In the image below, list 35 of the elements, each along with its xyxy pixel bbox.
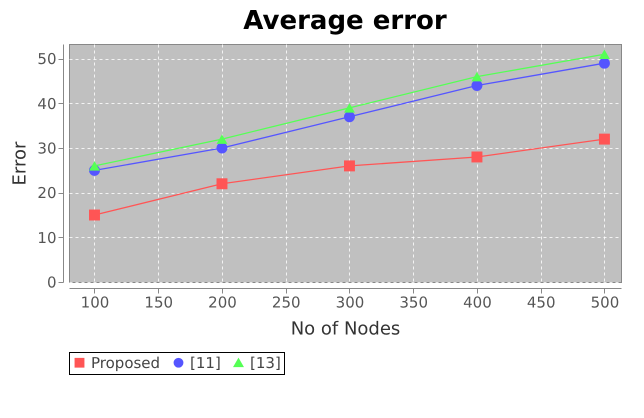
point <box>471 80 482 91</box>
y-tick-label: 40 <box>37 94 56 113</box>
x-tick-label: 400 <box>463 294 492 312</box>
legend-label: [13] <box>250 354 281 372</box>
point <box>216 134 228 144</box>
x-tick-label: 200 <box>208 294 237 312</box>
x-tick-label: 500 <box>590 294 620 312</box>
x-tick-label: 450 <box>526 294 556 312</box>
x-tick-label: 350 <box>399 294 428 312</box>
x-tick-label: 100 <box>80 294 110 312</box>
y-tick-label: 0 <box>46 274 56 292</box>
x-tick-label: 300 <box>336 294 364 312</box>
point <box>89 161 100 171</box>
point <box>216 142 228 154</box>
point <box>598 58 610 69</box>
point <box>598 134 610 145</box>
point <box>344 111 355 122</box>
legend-label: Proposed <box>91 354 160 372</box>
legend-label: [11] <box>190 354 221 372</box>
chart-title: Average error <box>243 6 447 36</box>
point <box>344 103 355 113</box>
point <box>216 178 228 190</box>
y-tick-label: 30 <box>37 140 56 158</box>
point <box>598 50 610 60</box>
point <box>471 72 482 82</box>
y-tick-label: 50 <box>37 50 56 68</box>
point <box>89 210 100 220</box>
x-tick-label: 150 <box>144 294 174 312</box>
point <box>471 151 482 162</box>
y-tick-label: 20 <box>37 184 56 202</box>
y-axis-title: Error <box>9 140 30 186</box>
x-tick-label: 250 <box>272 294 301 312</box>
y-tick-label: 10 <box>37 228 56 247</box>
point <box>344 160 355 172</box>
x-axis-title: No of Nodes <box>290 318 400 340</box>
